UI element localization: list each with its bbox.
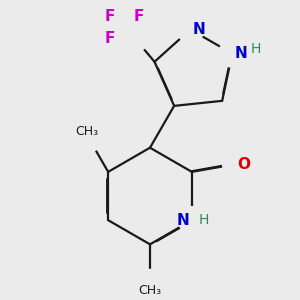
Text: H: H — [199, 213, 209, 227]
Circle shape — [100, 2, 153, 55]
Text: O: O — [237, 157, 250, 172]
Text: N: N — [177, 213, 189, 228]
Text: F: F — [134, 9, 144, 24]
Text: CH₃: CH₃ — [75, 125, 98, 138]
Text: N: N — [235, 46, 248, 61]
Circle shape — [68, 116, 105, 153]
Circle shape — [177, 16, 204, 43]
Text: F: F — [104, 9, 115, 24]
Circle shape — [178, 207, 206, 234]
Text: CH₃: CH₃ — [138, 284, 162, 297]
Text: F: F — [104, 31, 115, 46]
Text: H: H — [250, 42, 261, 56]
Circle shape — [132, 269, 168, 300]
Circle shape — [219, 40, 246, 67]
Text: N: N — [193, 22, 206, 37]
Circle shape — [223, 152, 247, 176]
